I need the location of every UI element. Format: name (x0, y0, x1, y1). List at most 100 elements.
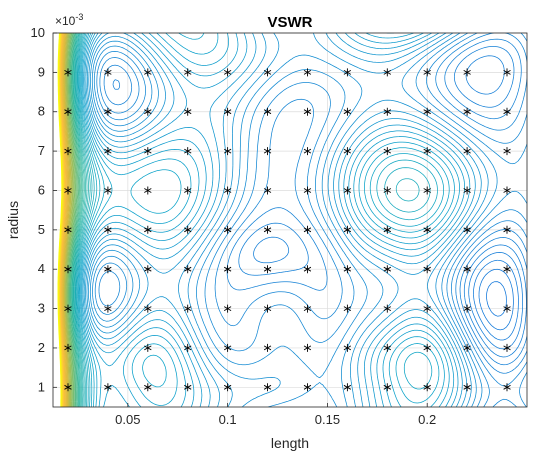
sample-point-marker (64, 383, 72, 392)
contour-line (69, 33, 80, 407)
sample-point-marker (423, 383, 431, 392)
sample-point-marker (64, 304, 72, 313)
sample-point-marker (463, 383, 471, 392)
sample-point-marker (463, 68, 471, 77)
contour-line (76, 33, 420, 407)
sample-point-marker (223, 225, 232, 234)
sample-point-marker (343, 304, 352, 313)
contour-line (79, 33, 450, 407)
sample-point-marker (423, 68, 431, 77)
sample-point-marker (303, 383, 312, 392)
sample-point-marker (184, 343, 192, 352)
sample-point-marker (144, 186, 152, 195)
y-tick-label: 10 (31, 25, 45, 40)
contour-line (64, 33, 73, 407)
sample-point-marker (383, 107, 392, 116)
y-axis-label: radius (5, 201, 21, 239)
contour-line (71, 33, 83, 407)
sample-point-marker (223, 343, 232, 352)
sample-point-marker (423, 186, 431, 195)
contour-line (72, 33, 86, 407)
sample-point-marker (263, 304, 272, 313)
contour-line (67, 33, 77, 407)
sample-point-marker (463, 107, 471, 116)
sample-point-marker (184, 186, 192, 195)
sample-point-marker (303, 304, 312, 313)
contour-line (83, 33, 471, 407)
sample-point-marker (303, 107, 312, 116)
contour-line (57, 33, 63, 407)
contour-line (69, 33, 81, 407)
sample-point-marker (263, 68, 272, 77)
sample-point-marker (64, 343, 72, 352)
contour-line (66, 33, 76, 407)
sample-point-marker (383, 225, 392, 234)
sample-point-marker (303, 265, 312, 274)
sample-point-marker (144, 107, 152, 116)
sample-point-marker (144, 147, 152, 156)
contour-line (67, 33, 77, 407)
y-tick-label: 2 (38, 340, 45, 355)
y-tick-label: 6 (38, 182, 45, 197)
sample-point-marker (463, 304, 471, 313)
contour-line (65, 33, 73, 407)
sample-point-marker (463, 225, 471, 234)
x-tick-label: 0.05 (115, 412, 140, 427)
contour-line (85, 33, 476, 407)
sample-point-marker (184, 304, 192, 313)
sample-point-marker (383, 383, 392, 392)
sample-point-marker (64, 225, 72, 234)
sample-point-marker (144, 383, 152, 392)
sample-point-marker (104, 383, 112, 392)
sample-point-marker (463, 343, 471, 352)
sample-point-marker (184, 265, 192, 274)
sample-point-marker (303, 186, 312, 195)
sample-point-marker (343, 343, 352, 352)
contour-line (66, 33, 74, 407)
sample-point-marker (64, 265, 72, 274)
contour-line (62, 33, 69, 407)
contour-line (71, 33, 84, 407)
x-tick-label: 0.15 (315, 412, 340, 427)
contour-line (70, 33, 82, 407)
sample-point-marker (104, 265, 112, 274)
sample-point-marker (343, 225, 352, 234)
sample-point-marker (184, 68, 192, 77)
sample-point-marker (104, 68, 112, 77)
sample-point-marker (223, 304, 232, 313)
sample-point-marker (423, 304, 431, 313)
sample-point-marker (263, 147, 272, 156)
sample-point-marker (383, 304, 392, 313)
contour-line (81, 33, 460, 407)
sample-point-marker (64, 186, 72, 195)
contour-line (112, 46, 527, 366)
contour-line (74, 33, 91, 407)
sample-point-marker (144, 265, 152, 274)
plot-area (53, 33, 527, 407)
sample-point-marker (303, 68, 312, 77)
contour-line (68, 33, 78, 407)
sample-point-marker (64, 68, 72, 77)
contour-line (74, 33, 89, 407)
y-tick-label: 5 (38, 222, 45, 237)
contour-line (98, 33, 527, 407)
sample-point-marker (104, 225, 112, 234)
sample-point-marker (303, 225, 312, 234)
sample-point-marker (423, 343, 431, 352)
sample-point-marker (503, 225, 511, 234)
sample-point-marker (223, 68, 232, 77)
sample-point-marker (104, 147, 112, 156)
sample-point-marker (184, 107, 192, 116)
x-axis-label: length (271, 435, 309, 451)
sample-point-marker (263, 186, 272, 195)
sample-point-marker (303, 343, 312, 352)
sample-point-marker (144, 225, 152, 234)
sample-points (64, 68, 511, 392)
sample-point-marker (343, 147, 352, 156)
y-axis-ticks: 1 2 3 4 5 6 7 8 9 10 (31, 25, 57, 394)
y-tick-label: 3 (38, 301, 45, 316)
contour-line (72, 33, 85, 407)
sample-point-marker (503, 343, 511, 352)
sample-point-marker (104, 107, 112, 116)
sample-point-marker (463, 147, 471, 156)
